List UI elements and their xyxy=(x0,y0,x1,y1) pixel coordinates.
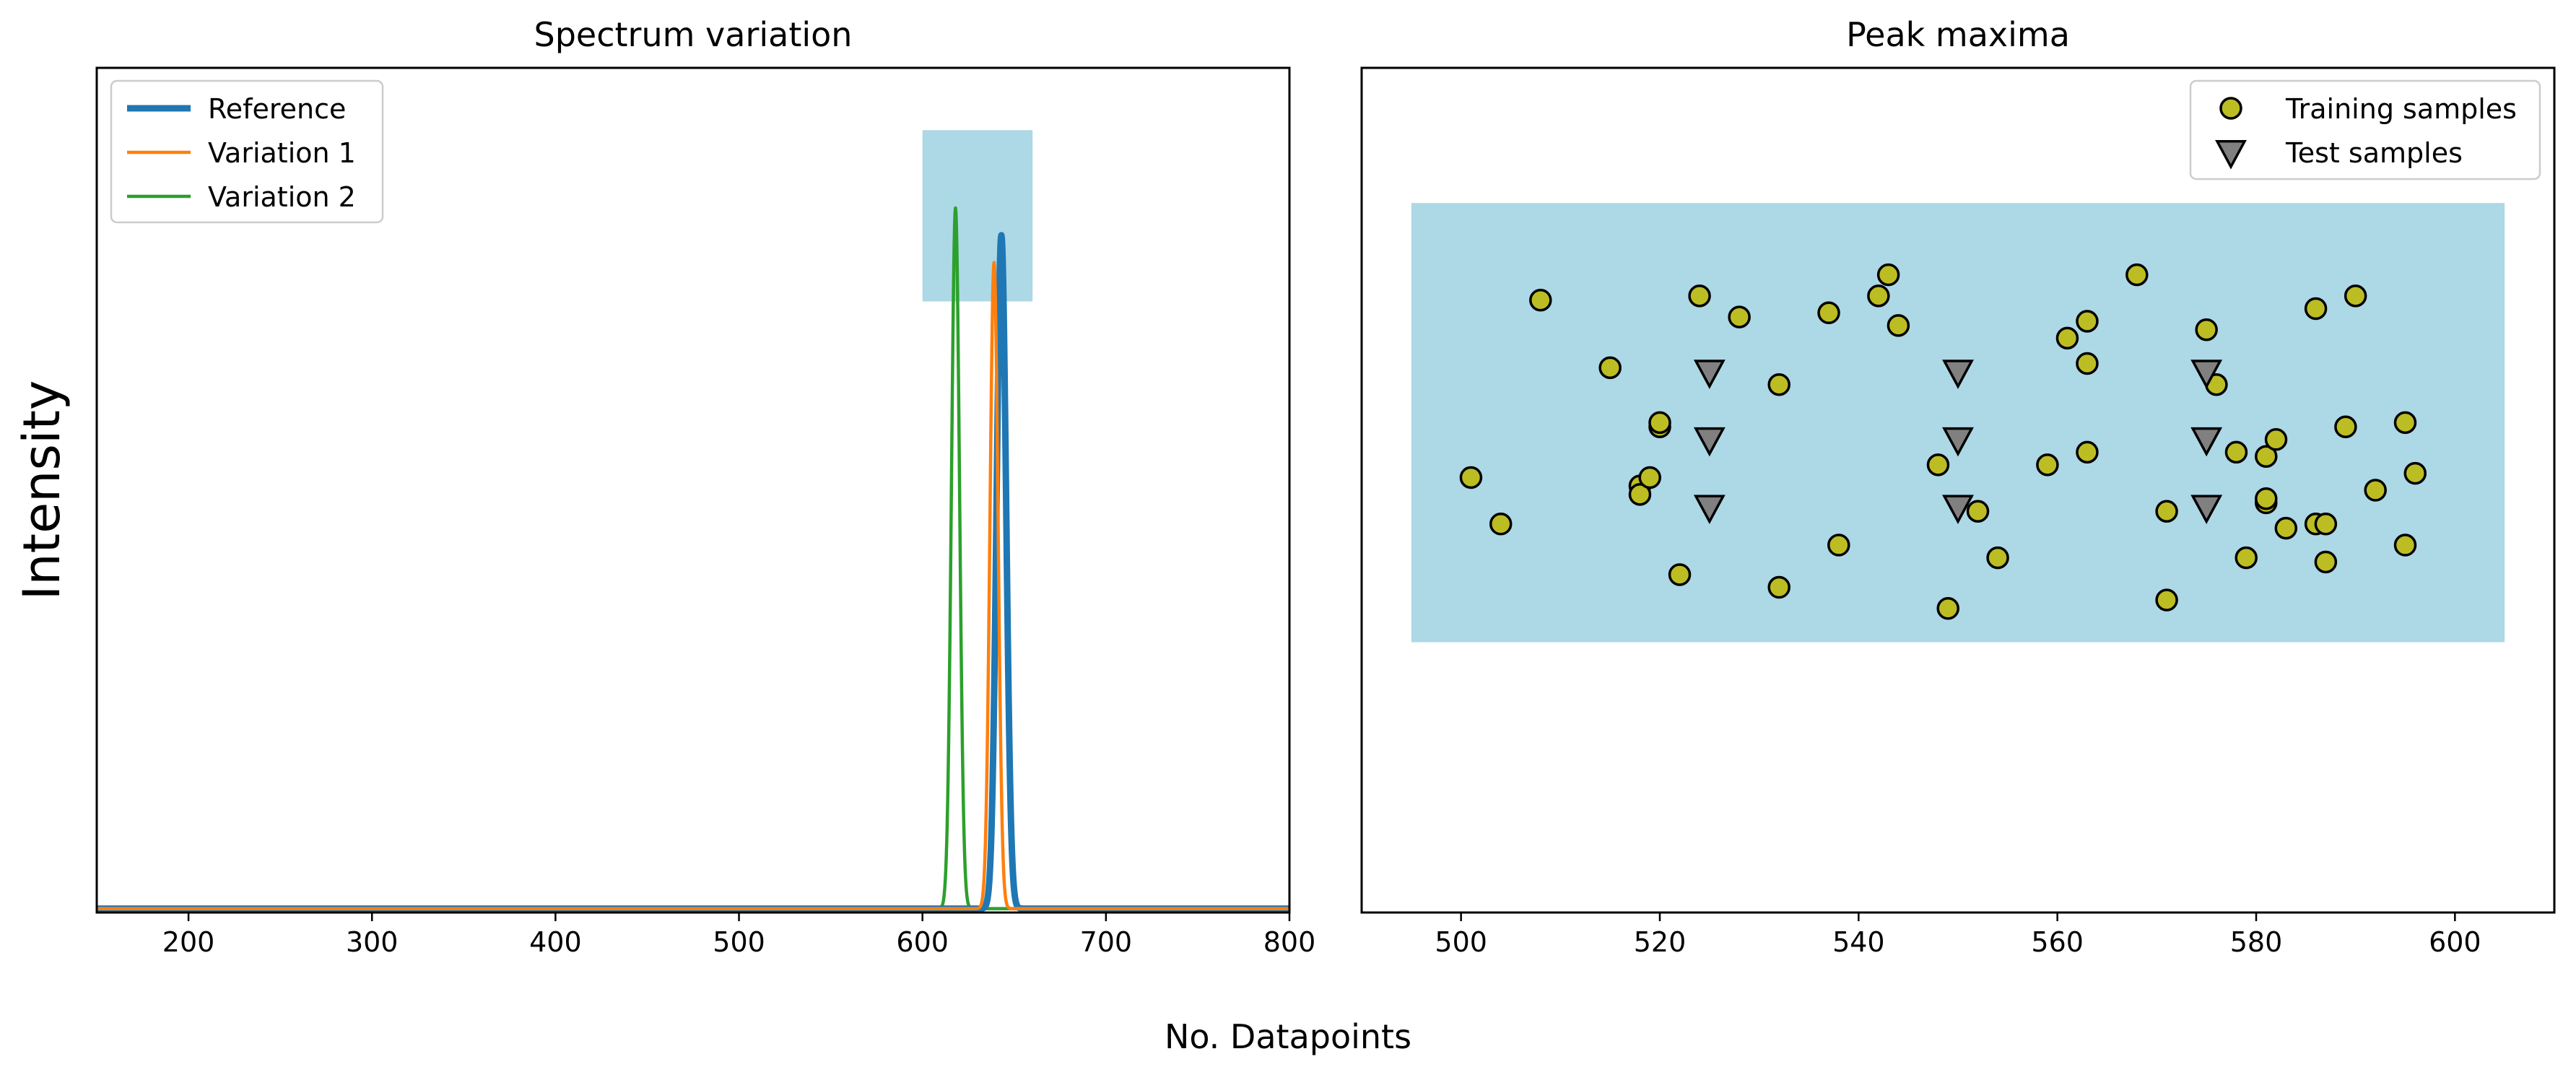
training-sample-point xyxy=(1628,483,1652,506)
peak-maxima-x-tick-label: 520 xyxy=(1634,926,1687,958)
test-sample-point xyxy=(1942,427,1974,457)
training-sample-point xyxy=(1489,513,1513,536)
figure-y-label: Intensity xyxy=(12,380,71,601)
peak-maxima-x-tick-label: 540 xyxy=(1832,926,1885,958)
peak-maxima-x-tick-label: 580 xyxy=(2230,926,2283,958)
spectrum-highlight-rect xyxy=(922,130,1033,302)
training-sample-point xyxy=(2334,415,2357,438)
legend-test-marker xyxy=(2215,140,2247,170)
peak-maxima-legend: Training samples Test samples xyxy=(2189,79,2541,180)
training-sample-point xyxy=(1529,289,1552,312)
training-sample-point xyxy=(2274,516,2298,540)
test-sample-point xyxy=(2190,360,2223,389)
training-sample-point xyxy=(2076,352,2099,375)
training-sample-point xyxy=(1887,314,1910,337)
training-sample-point xyxy=(2393,411,2417,435)
peak-maxima-legend-label: Training samples xyxy=(2285,93,2517,125)
training-sample-point xyxy=(1767,575,1790,599)
spectrum-x-tick-label: 600 xyxy=(896,926,949,958)
spectrum-x-tick-label: 300 xyxy=(346,926,399,958)
training-sample-point xyxy=(2076,440,2099,464)
training-sample-point xyxy=(2364,479,2387,502)
spectrum-title: Spectrum variation xyxy=(534,15,853,54)
spectrum-x-tick-label: 400 xyxy=(529,926,582,958)
training-sample-point xyxy=(1867,284,1890,308)
training-sample-point xyxy=(1876,263,1900,287)
spectrum-x-tick-label: 800 xyxy=(1263,926,1316,958)
peak-maxima-x-tick-label: 600 xyxy=(2429,926,2481,958)
training-sample-point xyxy=(2264,428,2288,451)
training-sample-point xyxy=(2195,318,2218,341)
training-sample-point xyxy=(2393,534,2417,557)
peak-maxima-axes-frame xyxy=(1360,66,2556,914)
spectrum-lines xyxy=(94,206,1292,913)
training-sample-point xyxy=(1668,563,1692,586)
training-sample-point xyxy=(1817,301,1840,325)
training-sample-point xyxy=(1459,466,1483,489)
training-sample-point xyxy=(2055,326,2079,350)
peak-maxima-legend-box xyxy=(2189,79,2541,180)
spectrum-x-tick-label: 500 xyxy=(713,926,765,958)
test-sample-point xyxy=(2190,427,2223,457)
training-sample-point xyxy=(2155,500,2178,523)
test-sample-point xyxy=(1693,495,1726,525)
training-sample-point xyxy=(2155,588,2178,611)
spectrum-axes-frame xyxy=(95,66,1291,914)
test-sample-point xyxy=(1942,495,1974,525)
figure-x-label: No. Datapoints xyxy=(1165,1017,1411,1056)
training-sample-point xyxy=(1827,534,1850,557)
training-sample-point xyxy=(1986,546,2009,570)
training-sample-point xyxy=(2224,440,2248,464)
spectrum-x-tick-label: 200 xyxy=(162,926,215,958)
spectrum-legend-label: Variation 2 xyxy=(208,181,356,213)
training-sample-point xyxy=(2255,445,2278,468)
spectrum-legend-box xyxy=(110,79,384,224)
training-sample-point xyxy=(1936,597,1959,620)
training-sample-point xyxy=(2314,550,2338,574)
peak-maxima-x-tick-label: 500 xyxy=(1435,926,1487,958)
training-sample-point xyxy=(1966,500,1990,523)
training-sample-point xyxy=(2076,310,2099,333)
test-sample-point xyxy=(1693,427,1726,457)
spectrum-highlight-region xyxy=(922,130,1033,302)
training-sample-point xyxy=(2304,297,2328,321)
training-sample-point xyxy=(2314,513,2338,536)
spectrum-legend: Reference Variation 1 Variation 2 xyxy=(110,79,384,224)
legend-training-marker xyxy=(2219,97,2242,120)
test-sample-point xyxy=(1942,360,1974,389)
peak-maxima-legend-label: Test samples xyxy=(2285,137,2463,169)
spectrum-x-ticks: 200 300 400 500 600 700 800 xyxy=(162,913,1315,958)
training-sample-point xyxy=(1728,305,1751,328)
training-sample-point xyxy=(1638,466,1661,489)
test-sample-point xyxy=(2190,495,2223,525)
spectrum-panel: Spectrum variation 200 300 400 500 600 700 800… xyxy=(94,15,1315,958)
training-sample-point xyxy=(2235,546,2258,570)
training-sample-point xyxy=(1926,453,1950,476)
peak-maxima-points xyxy=(1459,263,2427,620)
peak-maxima-x-ticks: 500 520 540 560 580 600 xyxy=(1435,913,2481,958)
training-sample-point xyxy=(2255,487,2278,510)
spectrum-x-tick-label: 700 xyxy=(1080,926,1133,958)
training-sample-point xyxy=(2403,461,2427,485)
training-sample-point xyxy=(2036,453,2059,476)
training-sample-point xyxy=(2125,263,2149,287)
training-sample-point xyxy=(2344,284,2367,308)
training-sample-point xyxy=(1767,373,1790,396)
spectrum-legend-label: Reference xyxy=(208,93,346,125)
peak-maxima-x-tick-label: 560 xyxy=(2031,926,2084,958)
training-sample-point xyxy=(1598,356,1622,380)
peak-maxima-title: Peak maxima xyxy=(1846,15,2070,54)
peak-maxima-panel: Peak maxima 500 520 540 560 580 600 Training … xyxy=(1360,15,2556,958)
training-sample-point xyxy=(1648,411,1671,435)
training-sample-point xyxy=(1688,284,1711,308)
spectrum-line-variation-1 xyxy=(95,261,1291,910)
spectrum-legend-label: Variation 1 xyxy=(208,137,356,169)
test-sample-point xyxy=(1693,360,1726,389)
